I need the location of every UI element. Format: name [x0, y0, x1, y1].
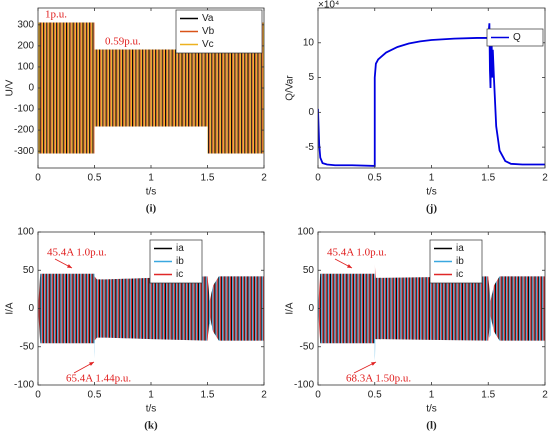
y-tick-label: 5: [308, 72, 314, 83]
legend-label: ic: [176, 269, 183, 280]
annotation: 0.59p.u.: [105, 36, 141, 48]
y-tick-label: -50: [300, 341, 315, 352]
y-tick-label: -100: [14, 380, 34, 391]
x-axis-label: t/s: [426, 404, 437, 415]
y-tick-label: -300: [14, 146, 34, 157]
y-axis-label: I/A: [285, 302, 296, 315]
x-tick-label: 0.5: [88, 173, 102, 184]
x-tick-label: 1: [429, 390, 435, 401]
y-tick-label: 100: [297, 227, 314, 238]
legend-label: ic: [456, 269, 463, 280]
annotation: 45.4A 1.0p.u.: [47, 247, 107, 259]
x-tick-label: 1: [148, 390, 154, 401]
legend-label: ib: [456, 256, 464, 267]
x-tick-label: 2: [261, 390, 267, 401]
x-tick-label: 1.5: [481, 390, 495, 401]
caption: (i): [146, 203, 157, 215]
x-tick-label: 2: [261, 173, 267, 184]
x-axis-label: t/s: [426, 187, 437, 198]
y-tick-label: -100: [294, 380, 314, 391]
caption: (k): [144, 420, 158, 432]
annotation-arrowhead: [347, 264, 352, 268]
y-tick-label: 50: [303, 265, 315, 276]
caption: (l): [426, 420, 437, 432]
waveform-band: [38, 273, 264, 344]
annotation-arrowhead: [371, 362, 376, 366]
x-tick-label: 0.5: [368, 173, 382, 184]
plot-area: [38, 273, 264, 359]
legend-label: Vb: [202, 26, 215, 37]
y-tick-label: 0: [308, 303, 314, 314]
x-tick-label: 0.5: [368, 390, 382, 401]
plot-area: [318, 23, 545, 167]
x-tick-label: 1.5: [201, 390, 215, 401]
y-tick-label: -50: [20, 341, 35, 352]
x-tick-label: 1: [429, 173, 435, 184]
x-axis-label: t/s: [146, 404, 157, 415]
y-exponent-label: ×10⁴: [318, 0, 339, 11]
y-tick-label: 200: [17, 41, 34, 52]
waveform-band: [38, 22, 264, 154]
legend-box: [486, 28, 544, 47]
annotation-arrowhead: [67, 264, 72, 268]
x-tick-label: 0: [35, 390, 41, 401]
y-tick-label: 10: [303, 37, 315, 48]
waveform-band: [318, 264, 545, 344]
legend-label: ia: [176, 243, 184, 254]
y-tick-label: 0: [28, 303, 34, 314]
x-tick-label: 2: [542, 390, 548, 401]
legend-label: ia: [456, 243, 464, 254]
x-tick-label: 2: [542, 173, 548, 184]
annotation: 68.3A 1.50p.u.: [346, 373, 411, 385]
plot-area: [318, 264, 545, 361]
y-axis-label: U/V: [5, 79, 16, 96]
x-tick-label: 0: [315, 173, 321, 184]
legend-label: ib: [176, 256, 184, 267]
x-axis-label: t/s: [146, 187, 157, 198]
y-tick-label: -5: [305, 142, 314, 153]
caption: (j): [426, 203, 437, 215]
y-tick-label: 0: [308, 107, 314, 118]
y-axis-label: I/A: [5, 302, 16, 315]
legend-label: Q: [513, 32, 521, 43]
line: [318, 23, 545, 167]
y-tick-label: 300: [17, 19, 34, 30]
y-tick-label: 100: [17, 227, 34, 238]
x-tick-label: 0: [315, 390, 321, 401]
y-axis-label: Q/Var: [285, 75, 296, 101]
legend-label: Va: [202, 13, 214, 24]
x-tick-label: 1.5: [201, 173, 215, 184]
y-tick-label: 100: [17, 62, 34, 73]
y-tick-label: 0: [28, 83, 34, 94]
annotation: 65.4A 1.44p.u.: [66, 373, 131, 385]
annotation: 1p.u.: [45, 9, 67, 21]
x-tick-label: 1: [148, 173, 154, 184]
x-tick-label: 1.5: [481, 173, 495, 184]
x-tick-label: 0.5: [88, 390, 102, 401]
x-tick-label: 0: [35, 173, 41, 184]
annotation: 45.4A 1.0p.u.: [327, 247, 387, 259]
y-tick-label: -200: [14, 125, 34, 136]
plot-area: [38, 22, 264, 154]
y-tick-label: 50: [23, 265, 35, 276]
y-tick-label: -100: [14, 104, 34, 115]
annotation-arrowhead: [89, 362, 94, 366]
legend-label: Vc: [202, 39, 214, 50]
